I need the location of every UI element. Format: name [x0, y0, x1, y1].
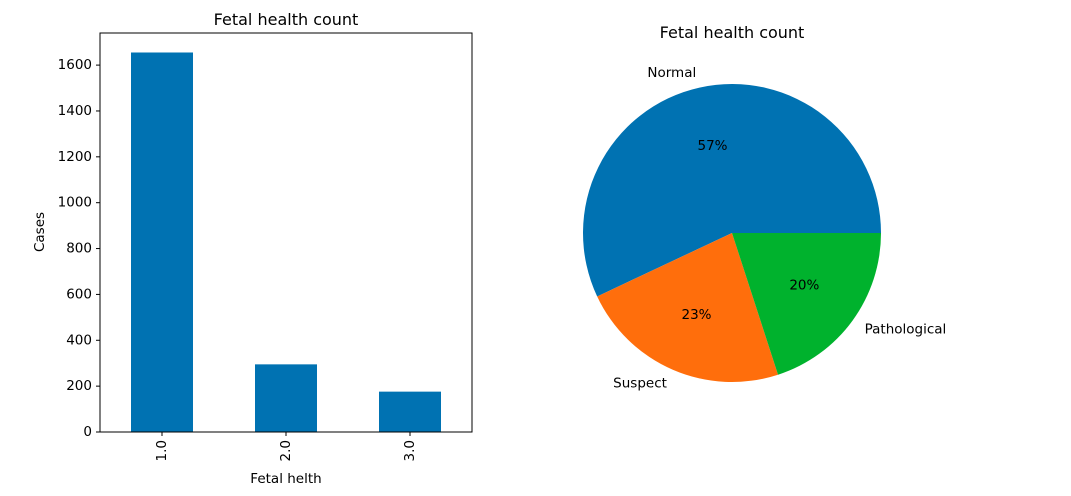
pie-slice-pathological [732, 233, 881, 375]
bar-1.0 [131, 52, 193, 432]
bar-series [131, 52, 441, 432]
y-tick-label: 1600 [58, 57, 92, 73]
pie-percent-normal: 57% [697, 138, 727, 154]
x-axis-ticks: 1.0 2.0 3.0 [154, 432, 418, 461]
y-tick-label: 200 [66, 378, 92, 394]
y-tick-label: 1200 [58, 149, 92, 165]
y-tick-label: 0 [83, 424, 92, 440]
pie-labels: Normal 57% Suspect 23% Pathological 20% [613, 65, 946, 391]
pie-label-suspect: Suspect [613, 375, 667, 391]
y-axis-label: Cases [32, 212, 48, 252]
pie-chart-title: Fetal health count [660, 23, 805, 42]
y-tick-label: 1400 [58, 103, 92, 119]
bar-3.0 [379, 391, 441, 432]
y-tick-label: 1000 [58, 195, 92, 211]
pie-slices [583, 83, 881, 382]
x-tick-label: 1.0 [154, 440, 170, 461]
y-axis-ticks: 0 200 400 600 800 1000 1200 1400 1600 [58, 57, 100, 440]
bar-2.0 [255, 364, 317, 432]
x-tick-label: 2.0 [278, 440, 294, 461]
pie-slice-normal [583, 83, 881, 297]
x-tick-label: 3.0 [402, 440, 418, 461]
pie-percent-suspect: 23% [681, 307, 711, 323]
x-axis-label: Fetal helth [250, 471, 321, 487]
bar-chart-title: Fetal health count [214, 10, 359, 29]
y-tick-label: 600 [66, 286, 92, 302]
y-tick-label: 400 [66, 332, 92, 348]
y-tick-label: 800 [66, 241, 92, 257]
pie-chart: Fetal health count Normal 57% Suspect 23% Pa… [583, 23, 946, 391]
pie-label-pathological: Pathological [865, 321, 947, 337]
bar-chart: Fetal health count 0 200 400 600 800 1000 1200… [32, 10, 473, 487]
pie-slice-suspect [597, 233, 779, 382]
pie-percent-pathological: 20% [789, 278, 819, 294]
pie-label-normal: Normal [647, 65, 696, 81]
